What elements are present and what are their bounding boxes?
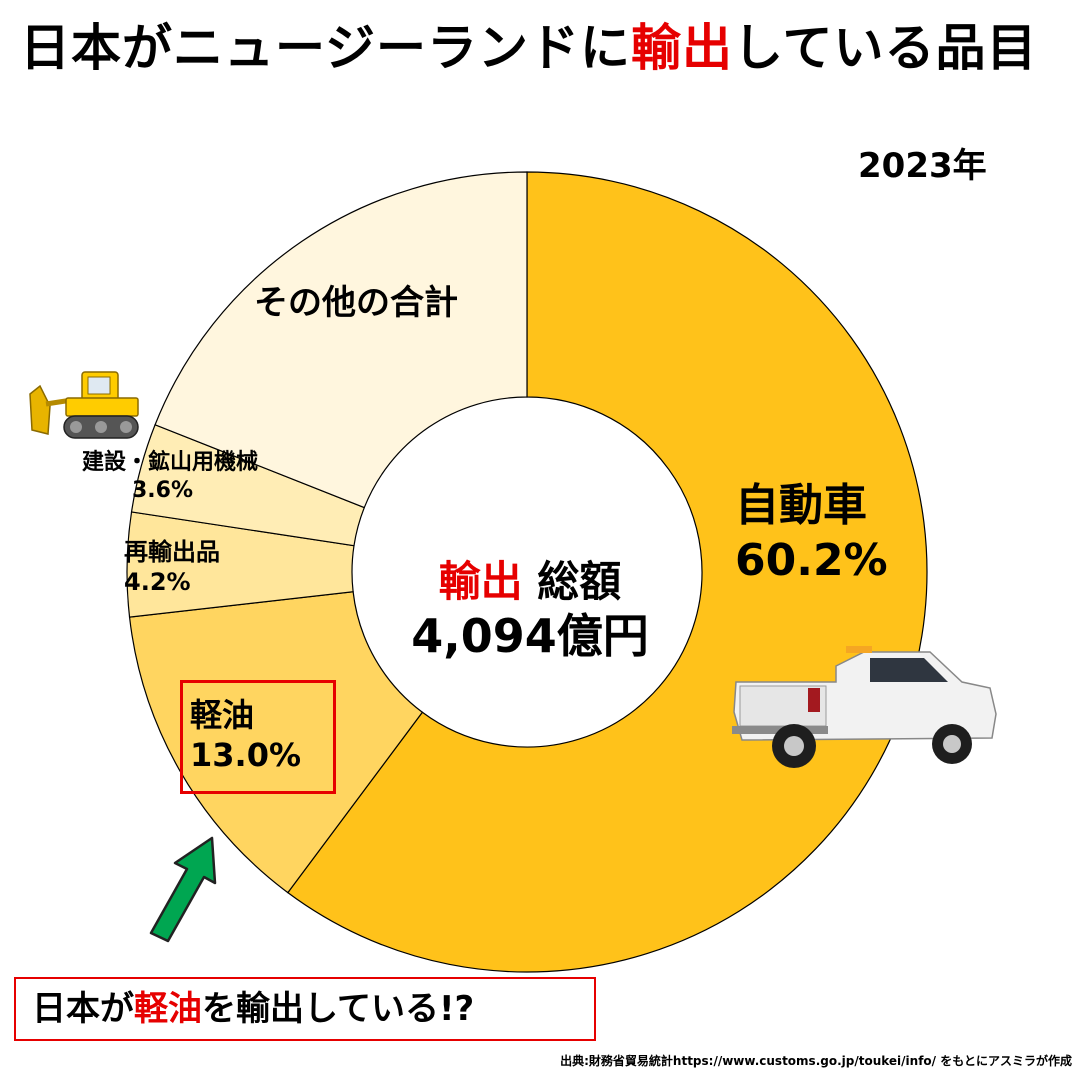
diesel-callout: 日本が軽油を輸出している!? — [14, 977, 596, 1041]
slice-value-auto: 60.2% — [735, 535, 888, 586]
slice-label-diesel: 軽油 13.0% — [190, 695, 301, 775]
slice-auto — [286, 171, 928, 973]
slice-name-auto: 自動車 — [735, 480, 867, 531]
slice-name-other: その他の合計 — [254, 283, 458, 323]
slice-label-construction: 建設・鉱山用機械 3.6% — [82, 449, 258, 504]
slice-value-reexport: 4.2% — [124, 568, 191, 596]
title-part1: 日本がニュージーランドに — [20, 19, 631, 77]
slice-value-construction: 3.6% — [132, 477, 194, 503]
diesel-highlight-box — [180, 680, 336, 794]
slice-value-diesel: 13.0% — [190, 736, 302, 774]
center-total: 4,094億円 — [411, 609, 649, 663]
center-label-rest: 総額 — [522, 557, 622, 606]
callout-part1: 日本が — [32, 989, 134, 1029]
chart-subtitle-year: 2023年 — [858, 146, 987, 186]
chart-title: 日本がニュージーランドに輸出している品目 — [20, 8, 1038, 80]
bulldozer-icon — [29, 371, 139, 439]
center-label-red: 輸出 — [438, 557, 523, 606]
slice-other — [154, 171, 528, 509]
arrow-icon — [149, 836, 217, 943]
slice-label-other: その他の合計 — [254, 282, 458, 325]
title-part2: している品目 — [733, 19, 1038, 77]
slice-label-reexport: 再輸出品 4.2% — [124, 537, 220, 597]
pickup-truck-icon — [732, 646, 997, 768]
source-note: 出典:財務省貿易統計https://www.customs.go.jp/touk… — [560, 1054, 1072, 1068]
slice-name-construction: 建設・鉱山用機械 — [82, 450, 259, 475]
title-part-red: 輸出 — [631, 19, 733, 77]
slice-name-diesel: 軽油 — [190, 696, 255, 734]
callout-part2: を輸出している!? — [202, 989, 475, 1029]
callout-part-red: 軽油 — [134, 989, 202, 1029]
slice-diesel — [128, 591, 424, 894]
slice-name-reexport: 再輸出品 — [124, 538, 220, 566]
slice-label-auto: 自動車 60.2% — [735, 478, 888, 588]
center-label: 輸出 総額 — [380, 548, 680, 609]
